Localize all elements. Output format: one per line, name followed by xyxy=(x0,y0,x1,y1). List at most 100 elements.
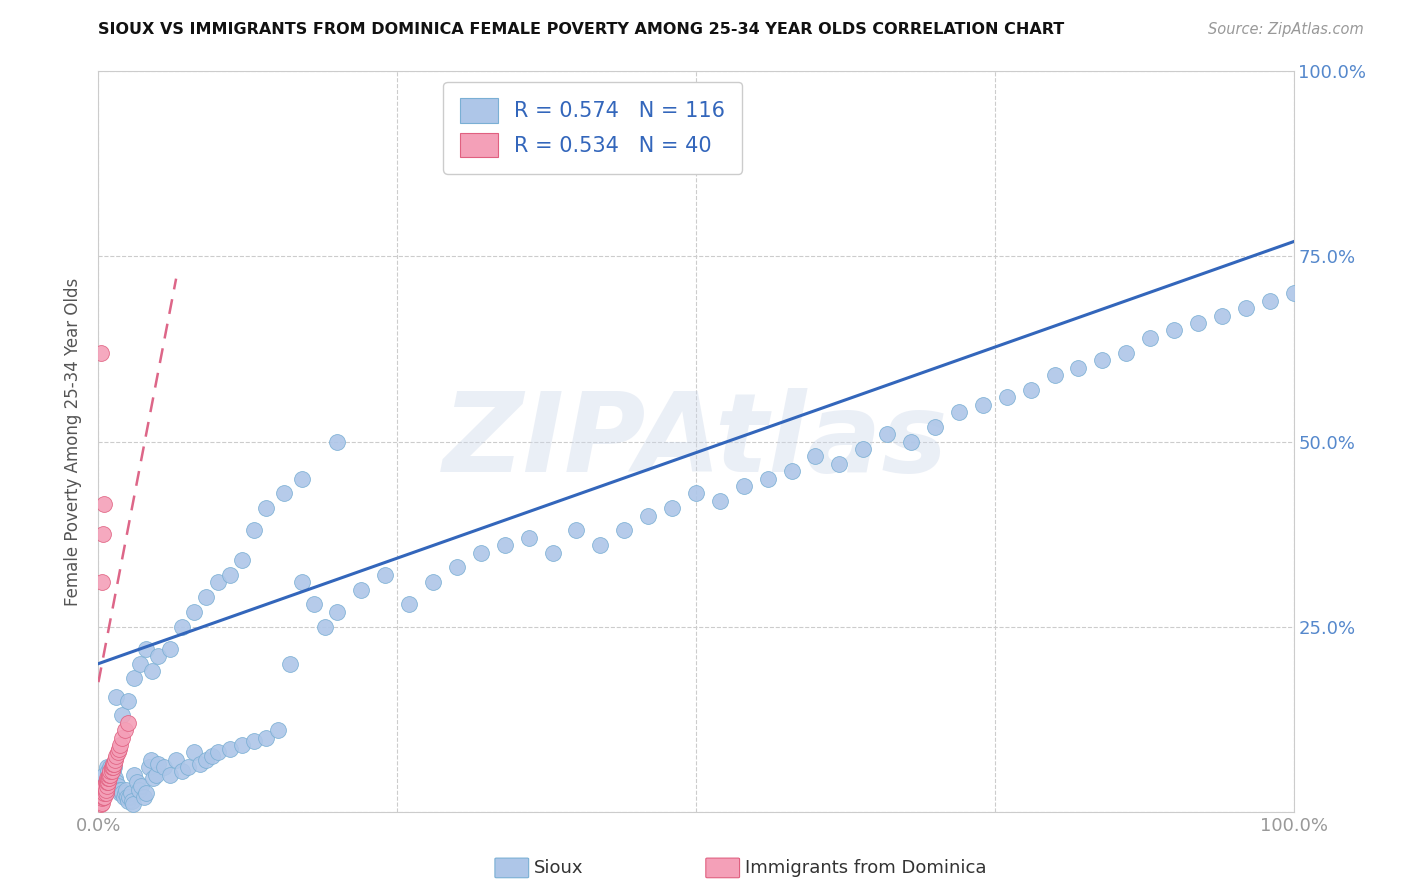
Point xyxy=(1019,383,1042,397)
Point xyxy=(108,738,131,752)
Point xyxy=(101,764,124,778)
Point xyxy=(995,390,1018,404)
Point xyxy=(90,794,112,808)
Point xyxy=(111,708,134,723)
Point xyxy=(243,734,266,748)
Point xyxy=(105,775,128,789)
Point xyxy=(124,672,146,686)
Point xyxy=(96,775,118,789)
Point xyxy=(231,553,253,567)
Point xyxy=(267,723,290,738)
Point xyxy=(93,789,115,804)
Point xyxy=(117,715,139,730)
Point xyxy=(117,794,139,808)
Point xyxy=(195,590,218,604)
Point xyxy=(273,486,295,500)
Text: Sioux: Sioux xyxy=(534,859,583,877)
Point xyxy=(97,764,120,778)
Point xyxy=(948,405,970,419)
Point xyxy=(93,786,115,800)
Point xyxy=(201,749,224,764)
Point xyxy=(132,789,155,804)
Point xyxy=(254,731,277,745)
Point xyxy=(1139,331,1161,345)
Point xyxy=(91,789,114,804)
Text: Immigrants from Dominica: Immigrants from Dominica xyxy=(745,859,987,877)
Point xyxy=(828,457,851,471)
Point xyxy=(114,723,136,738)
Point xyxy=(115,789,138,804)
Point xyxy=(104,772,127,786)
Point xyxy=(121,794,143,808)
Point xyxy=(446,560,468,574)
Point xyxy=(107,779,129,793)
Point xyxy=(1043,368,1066,382)
Point xyxy=(135,786,157,800)
Legend: R = 0.574   N = 116, R = 0.534   N = 40: R = 0.574 N = 116, R = 0.534 N = 40 xyxy=(443,82,742,174)
Point xyxy=(148,649,170,664)
Point xyxy=(105,749,128,764)
Point xyxy=(131,779,153,793)
Point xyxy=(278,657,301,671)
Point xyxy=(138,760,160,774)
Point xyxy=(97,772,120,786)
Point xyxy=(195,753,218,767)
Point xyxy=(183,746,205,760)
Point xyxy=(128,782,150,797)
Point xyxy=(141,664,163,678)
Point xyxy=(315,619,337,633)
Point xyxy=(900,434,922,449)
Point xyxy=(589,538,612,552)
Point xyxy=(101,760,124,774)
Point xyxy=(291,471,314,485)
Point xyxy=(145,767,167,781)
Point xyxy=(1091,353,1114,368)
Point xyxy=(613,524,636,538)
Text: ZIPAtlas: ZIPAtlas xyxy=(443,388,949,495)
Point xyxy=(94,782,117,797)
Point xyxy=(852,442,875,456)
Point xyxy=(108,786,131,800)
Point xyxy=(93,498,115,512)
Point xyxy=(231,738,253,752)
Point xyxy=(98,767,122,781)
Point xyxy=(91,575,114,590)
Point xyxy=(1211,309,1233,323)
Point xyxy=(91,786,114,800)
Point xyxy=(1258,293,1281,308)
Point xyxy=(159,767,181,781)
Point xyxy=(756,471,779,485)
Point xyxy=(422,575,444,590)
Text: SIOUX VS IMMIGRANTS FROM DOMINICA FEMALE POVERTY AMONG 25-34 YEAR OLDS CORRELATI: SIOUX VS IMMIGRANTS FROM DOMINICA FEMALE… xyxy=(98,22,1064,37)
Point xyxy=(107,782,129,797)
Point xyxy=(780,464,803,478)
Point xyxy=(219,567,242,582)
Point xyxy=(98,772,121,786)
Point xyxy=(122,797,145,812)
Point xyxy=(1115,345,1137,359)
Point xyxy=(103,756,125,771)
Point xyxy=(120,786,142,800)
Point xyxy=(541,546,564,560)
Point xyxy=(207,575,229,590)
Point xyxy=(94,775,117,789)
Point xyxy=(139,753,162,767)
Point xyxy=(207,746,229,760)
Point xyxy=(93,767,115,781)
Point xyxy=(183,605,205,619)
Point xyxy=(96,779,118,793)
Point xyxy=(129,657,152,671)
Point xyxy=(142,772,165,786)
Point xyxy=(91,782,114,797)
Point xyxy=(100,764,122,778)
Point xyxy=(115,782,138,797)
Point xyxy=(517,531,540,545)
Point xyxy=(94,786,117,800)
Point xyxy=(124,767,146,781)
Point xyxy=(107,741,129,756)
Point xyxy=(111,786,134,800)
Point xyxy=(118,789,141,804)
Point xyxy=(398,598,420,612)
Point xyxy=(148,756,170,771)
Point xyxy=(494,538,516,552)
